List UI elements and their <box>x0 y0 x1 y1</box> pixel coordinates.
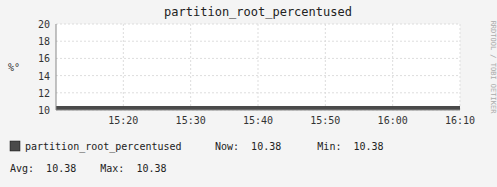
grid-line-y <box>56 110 460 111</box>
grid-line-x <box>460 24 461 110</box>
stats-avg-max: Avg: 10.38 Max: 10.38 <box>10 163 167 174</box>
grid-line-x <box>123 24 124 110</box>
grid-line-x <box>258 24 259 110</box>
line <box>56 106 460 108</box>
y-tick-label: 12 <box>38 88 50 99</box>
legend-label: partition_root_percentused <box>25 141 182 153</box>
y-axis-label: %° <box>8 62 20 73</box>
grid-line-y <box>56 58 460 59</box>
area <box>56 107 460 110</box>
x-tick-label: 16:10 <box>445 115 475 126</box>
legend-swatch <box>10 141 20 151</box>
x-tick-label: 15:50 <box>310 115 340 126</box>
grid-line-y <box>56 75 460 76</box>
x-tick-label: 15:30 <box>176 115 206 126</box>
chart: 10 12 14 16 18 20 15:20 15:30 15:40 15:50 16:00 16:… <box>0 0 497 187</box>
x-axis-line <box>56 110 460 111</box>
y-tick-label: 10 <box>38 105 50 116</box>
plot-background <box>56 24 460 110</box>
y-tick-label: 16 <box>38 53 50 64</box>
title: partition_root_percentused <box>164 5 352 19</box>
grid-line-x <box>325 24 326 110</box>
x-tick-label: 16:00 <box>378 115 408 126</box>
grid-line-x <box>190 24 191 110</box>
y-tick-label: 20 <box>38 19 50 30</box>
grid-line-x <box>392 24 393 110</box>
x-tick-label: 15:20 <box>108 115 138 126</box>
plot-area <box>56 107 460 110</box>
x-tick-label: 15:40 <box>243 115 273 126</box>
y-tick-label: 14 <box>38 71 50 82</box>
stats-now-min: Now: 10.38 Min: 10.38 <box>215 141 384 152</box>
y-tick-label: 18 <box>38 36 50 47</box>
y-axis-line <box>56 24 57 110</box>
watermark: RRDTOOL / TOBI OETIKER <box>489 21 497 115</box>
